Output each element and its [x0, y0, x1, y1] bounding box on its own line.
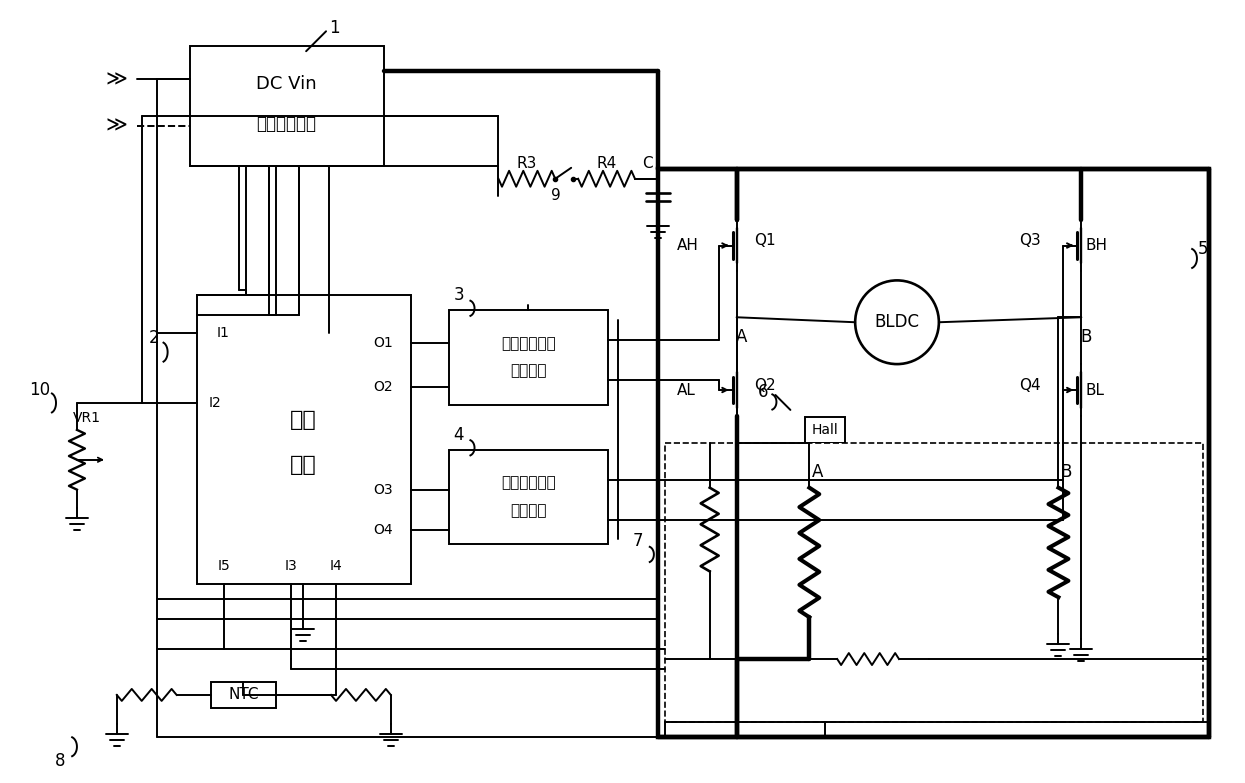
Text: Hall: Hall: [812, 423, 839, 437]
Text: I1: I1: [217, 327, 229, 340]
Text: C: C: [642, 157, 654, 171]
Bar: [448, 449, 608, 544]
Bar: [657, 169, 1209, 737]
Text: A: A: [736, 328, 747, 346]
Text: AL: AL: [677, 383, 696, 398]
Text: Q2: Q2: [754, 377, 776, 392]
Bar: [197, 295, 411, 584]
Text: AH: AH: [677, 238, 698, 253]
Bar: [212, 682, 276, 708]
Text: O4: O4: [374, 522, 392, 536]
Text: 7: 7: [632, 532, 644, 550]
Text: 驱动模块: 驱动模块: [510, 363, 547, 378]
Text: I2: I2: [208, 396, 222, 410]
Text: 8: 8: [55, 752, 65, 770]
Text: A: A: [812, 463, 823, 481]
Text: 4: 4: [453, 426, 464, 444]
Text: 6: 6: [758, 383, 768, 401]
Text: 第二电平转换: 第二电平转换: [500, 475, 555, 490]
Bar: [448, 310, 608, 405]
Text: BH: BH: [1086, 238, 1107, 253]
Text: NTC: NTC: [228, 687, 259, 702]
Bar: [665, 443, 1203, 722]
Text: I3: I3: [285, 559, 298, 573]
Text: 模块: 模块: [290, 455, 316, 474]
Text: 驱动模块: 驱动模块: [510, 503, 547, 518]
Text: 直流电源模块: 直流电源模块: [256, 115, 316, 133]
Bar: [189, 46, 383, 166]
Text: 9: 9: [552, 188, 561, 204]
Text: 3: 3: [453, 287, 464, 305]
Text: O2: O2: [374, 380, 392, 394]
Bar: [806, 417, 845, 443]
Text: 1: 1: [329, 20, 340, 38]
Text: R4: R4: [596, 157, 618, 171]
Text: 2: 2: [148, 329, 159, 347]
Text: B: B: [1061, 463, 1072, 481]
Text: Q4: Q4: [1020, 377, 1041, 392]
Text: Q1: Q1: [754, 233, 776, 248]
Text: B: B: [1081, 328, 1092, 346]
Text: BL: BL: [1086, 383, 1104, 398]
Text: I4: I4: [330, 559, 342, 573]
Text: 5: 5: [1198, 240, 1208, 258]
Text: Q3: Q3: [1020, 233, 1041, 248]
Text: O3: O3: [374, 482, 392, 496]
Text: BLDC: BLDC: [874, 313, 920, 331]
Text: DC Vin: DC Vin: [256, 75, 316, 93]
Text: ≫: ≫: [106, 69, 128, 89]
Text: 10: 10: [30, 381, 51, 399]
Text: ≫: ≫: [106, 116, 128, 136]
Text: 控制: 控制: [290, 410, 316, 430]
Text: O1: O1: [374, 336, 392, 350]
Text: 第一电平转换: 第一电平转换: [500, 336, 555, 351]
Text: I5: I5: [218, 559, 230, 573]
Text: R3: R3: [517, 157, 537, 171]
Text: VR1: VR1: [73, 411, 101, 425]
